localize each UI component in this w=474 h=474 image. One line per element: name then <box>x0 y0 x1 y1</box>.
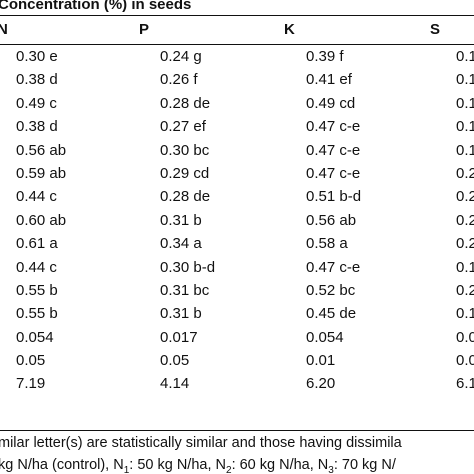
cell-n: 0.55 b <box>16 281 58 299</box>
subscript: 2 <box>226 464 232 474</box>
table-bottom-rule <box>0 430 474 431</box>
cell-k: 0.45 de <box>306 305 357 323</box>
cell-n: 0.61 a <box>16 235 58 253</box>
cell-p: 0.30 b-d <box>160 258 216 276</box>
cell-p: 0.24 g <box>160 48 202 65</box>
table-row: 0.05 0.05 0.01 0.0 <box>0 350 474 373</box>
top-rule <box>0 15 474 16</box>
cell-n: 0.59 ab <box>16 164 67 182</box>
cell-n: 0.56 ab <box>16 141 67 159</box>
cell-k: 0.56 ab <box>306 211 357 229</box>
table-row: 0.30 e 0.24 g 0.39 f 0.1 <box>0 46 474 69</box>
cell-k: 0.39 f <box>306 48 344 65</box>
cell-n: 0.44 c <box>16 188 57 206</box>
footnote-text: : 50 kg N/ha, N <box>129 457 226 473</box>
table-row: 0.56 ab 0.30 bc 0.47 c-e 0.1 <box>0 140 474 163</box>
cell-n: 0.05 <box>16 352 46 370</box>
cell-k: 0.52 bc <box>306 281 356 299</box>
footnote-line-2: kg N/ha (control), N1: 50 kg N/ha, N2: 6… <box>0 455 396 474</box>
table-row: 0.61 a 0.34 a 0.58 a 0.2 <box>0 233 474 256</box>
cell-k: 0.47 c-e <box>306 141 361 159</box>
table-title: Concentration (%) in seeds <box>0 0 192 13</box>
cell-p: 0.05 <box>160 352 190 370</box>
footnote-line-1: milar letter(s) are statistically simila… <box>0 435 402 451</box>
cell-s: 0.0 <box>456 328 474 346</box>
cell-s: 0.1 <box>456 305 474 323</box>
cell-p: 0.31 b <box>160 211 202 229</box>
subscript: 1 <box>123 464 130 474</box>
cell-p: 0.34 a <box>160 235 202 253</box>
cell-p: 0.26 f <box>160 71 198 89</box>
cell-p: 0.28 de <box>160 94 211 112</box>
table-row: 7.19 4.14 6.20 6.1 <box>0 373 474 396</box>
cell-k: 0.47 c-e <box>306 118 361 136</box>
cell-p: 0.30 bc <box>160 141 210 159</box>
footnote-text: : 70 kg N/ <box>333 457 396 473</box>
table-row: 0.60 ab 0.31 b 0.56 ab 0.2 <box>0 210 474 233</box>
footnote-text: : 60 kg N/ha, N <box>231 457 329 473</box>
cell-n: 0.38 d <box>16 71 58 89</box>
cell-k: 0.51 b-d <box>306 188 362 206</box>
cell-k: 6.20 <box>306 375 336 393</box>
cell-s: 0.2 <box>456 188 474 206</box>
table-row: 0.054 0.017 0.054 0.0 <box>0 327 474 350</box>
cell-n: 0.054 <box>16 328 54 346</box>
cell-s: 0.1 <box>456 48 474 65</box>
table-row: 0.59 ab 0.29 cd 0.47 c-e 0.2 <box>0 163 474 186</box>
footnote-text: kg N/ha (control), N <box>0 457 124 473</box>
cell-s: 0.0 <box>456 352 474 370</box>
cell-k: 0.41 ef <box>306 71 352 89</box>
header-p: P <box>139 21 150 38</box>
cell-k: 0.58 a <box>306 235 348 253</box>
cell-n: 7.19 <box>16 375 46 393</box>
cell-p: 0.31 bc <box>160 281 210 299</box>
cell-s: 0.2 <box>456 164 474 182</box>
cell-k: 0.47 c-e <box>306 258 361 276</box>
cell-s: 0.2 <box>456 211 474 229</box>
cell-n: 0.55 b <box>16 305 58 323</box>
table-row: 0.44 c 0.30 b-d 0.47 c-e 0.1 <box>0 257 474 280</box>
header-s: S <box>430 21 441 38</box>
cell-k: 0.47 c-e <box>306 164 361 182</box>
cell-p: 0.31 b <box>160 305 202 323</box>
table-row: 0.49 c 0.28 de 0.49 cd 0.1 <box>0 93 474 116</box>
cell-s: 0.1 <box>456 94 474 112</box>
cell-s: 6.1 <box>456 375 474 393</box>
cell-p: 0.29 cd <box>160 164 210 182</box>
cell-p: 0.28 de <box>160 188 211 206</box>
cell-n: 0.44 c <box>16 258 57 276</box>
table-body: 0.30 e 0.24 g 0.39 f 0.1 0.38 d 0.26 f 0… <box>0 46 474 397</box>
table-row: 0.55 b 0.31 bc 0.52 bc 0.2 <box>0 280 474 303</box>
cell-n: 0.49 c <box>16 94 57 112</box>
cell-p: 0.017 <box>160 328 198 346</box>
header-row: N P K S <box>0 20 474 40</box>
header-k: K <box>284 21 295 38</box>
cell-s: 0.1 <box>456 71 474 89</box>
cell-k: 0.01 <box>306 352 336 370</box>
cell-k: 0.054 <box>306 328 344 346</box>
cell-p: 4.14 <box>160 375 190 393</box>
cell-s: 0.2 <box>456 281 474 299</box>
table-row: 0.38 d 0.27 ef 0.47 c-e 0.1 <box>0 116 474 139</box>
cell-n: 0.30 e <box>16 48 58 65</box>
cell-s: 0.2 <box>456 235 474 253</box>
cell-k: 0.49 cd <box>306 94 356 112</box>
cell-s: 0.1 <box>456 141 474 159</box>
table-row: 0.44 c 0.28 de 0.51 b-d 0.2 <box>0 186 474 209</box>
header-bottom-rule <box>0 44 474 45</box>
cell-p: 0.27 ef <box>160 118 206 136</box>
table-row: 0.38 d 0.26 f 0.41 ef 0.1 <box>0 69 474 92</box>
subscript: 3 <box>328 464 334 474</box>
cell-s: 0.1 <box>456 118 474 136</box>
table-row: 0.55 b 0.31 b 0.45 de 0.1 <box>0 303 474 326</box>
cell-s: 0.1 <box>456 258 474 276</box>
cell-n: 0.38 d <box>16 118 58 136</box>
header-n: N <box>0 21 8 38</box>
cell-n: 0.60 ab <box>16 211 67 229</box>
